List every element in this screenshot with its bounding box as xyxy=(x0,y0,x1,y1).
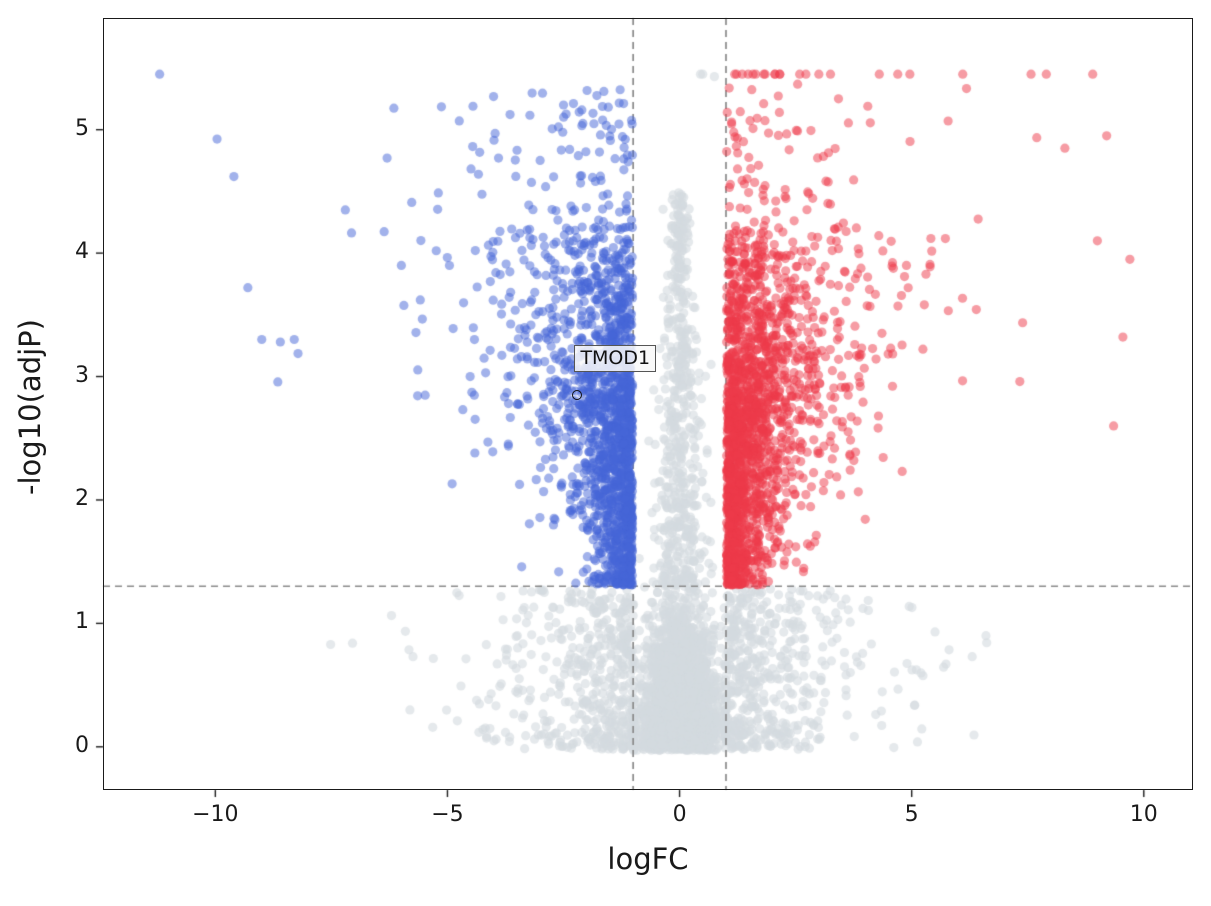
x-tick-label: 10 xyxy=(1129,802,1158,827)
x-axis-label: logFC xyxy=(607,842,689,876)
y-tick-label: 1 xyxy=(75,609,89,635)
y-tick-label: 4 xyxy=(75,239,89,265)
y-tick-label: 0 xyxy=(75,732,89,758)
y-tick-label: 5 xyxy=(75,115,89,141)
x-tick-label: 0 xyxy=(672,802,687,827)
x-tick-label: −10 xyxy=(192,802,239,827)
annotation-marker-circle xyxy=(571,389,582,400)
x-tick-label: −5 xyxy=(431,802,464,827)
x-tick-label: 5 xyxy=(904,802,919,827)
y-tick-label: 2 xyxy=(75,485,89,511)
y-tick-label: 3 xyxy=(75,362,89,388)
gene-annotation-label: TMOD1 xyxy=(574,345,657,373)
